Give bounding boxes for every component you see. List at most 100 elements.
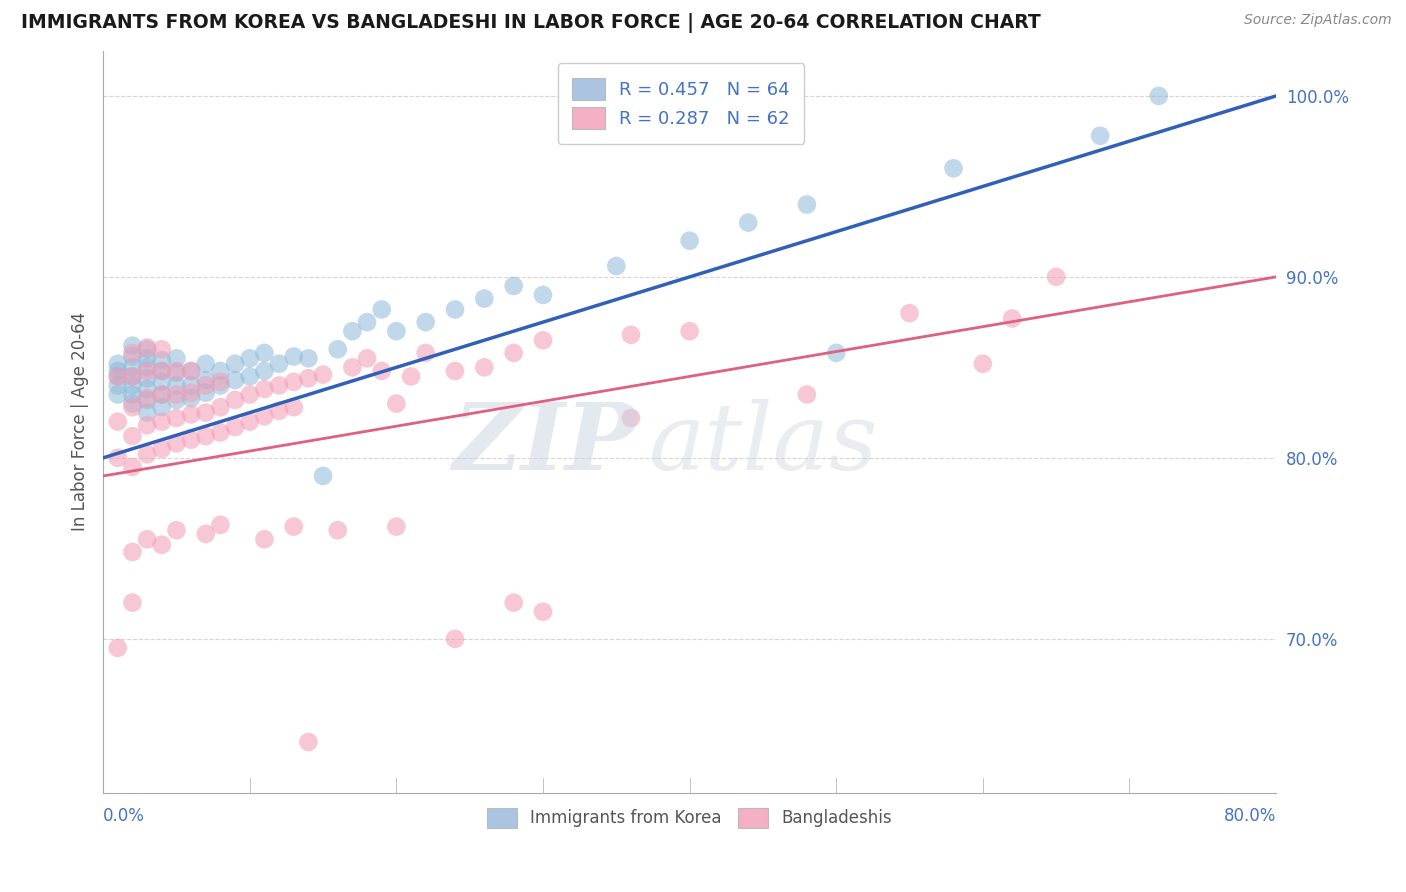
Point: [267, 378, 290, 392]
Point: [165, 523, 187, 537]
Point: [253, 364, 276, 378]
Point: [239, 351, 262, 366]
Point: [415, 315, 437, 329]
Point: [136, 343, 159, 357]
Point: [385, 519, 408, 533]
Point: [312, 469, 335, 483]
Point: [150, 442, 173, 456]
Point: [136, 533, 159, 547]
Point: [796, 387, 818, 401]
Point: [224, 357, 246, 371]
Point: [150, 353, 173, 368]
Point: [165, 436, 187, 450]
Point: [472, 292, 495, 306]
Point: [165, 387, 187, 401]
Point: [370, 364, 392, 378]
Point: [239, 369, 262, 384]
Point: [267, 404, 290, 418]
Point: [121, 387, 143, 401]
Legend: Immigrants from Korea, Bangladeshis: Immigrants from Korea, Bangladeshis: [478, 799, 901, 837]
Point: [502, 279, 524, 293]
Point: [136, 351, 159, 366]
Point: [342, 360, 364, 375]
Point: [356, 315, 378, 329]
Text: Source: ZipAtlas.com: Source: ZipAtlas.com: [1244, 13, 1392, 28]
Point: [531, 333, 554, 347]
Point: [283, 350, 305, 364]
Point: [737, 216, 759, 230]
Point: [121, 369, 143, 384]
Point: [224, 373, 246, 387]
Point: [165, 378, 187, 392]
Point: [136, 360, 159, 375]
Point: [121, 346, 143, 360]
Point: [150, 375, 173, 389]
Point: [150, 538, 173, 552]
Point: [224, 420, 246, 434]
Point: [107, 640, 129, 655]
Point: [620, 411, 643, 425]
Point: [253, 533, 276, 547]
Point: [239, 415, 262, 429]
Point: [136, 392, 159, 407]
Point: [678, 324, 700, 338]
Point: [502, 346, 524, 360]
Point: [326, 523, 349, 537]
Point: [107, 387, 129, 401]
Point: [121, 339, 143, 353]
Point: [356, 351, 378, 366]
Point: [620, 327, 643, 342]
Point: [150, 387, 173, 401]
Point: [194, 378, 217, 392]
Point: [107, 369, 129, 384]
Point: [150, 400, 173, 414]
Point: [150, 343, 173, 357]
Y-axis label: In Labor Force | Age 20-64: In Labor Force | Age 20-64: [72, 312, 89, 532]
Point: [121, 429, 143, 443]
Point: [1088, 128, 1111, 143]
Point: [297, 735, 319, 749]
Point: [253, 409, 276, 424]
Point: [502, 596, 524, 610]
Point: [165, 351, 187, 366]
Text: atlas: atlas: [648, 399, 879, 489]
Point: [107, 357, 129, 371]
Point: [531, 288, 554, 302]
Point: [283, 400, 305, 414]
Point: [209, 400, 232, 414]
Point: [415, 346, 437, 360]
Point: [165, 392, 187, 407]
Point: [165, 411, 187, 425]
Point: [297, 371, 319, 385]
Point: [239, 387, 262, 401]
Point: [194, 385, 217, 400]
Point: [209, 378, 232, 392]
Point: [283, 375, 305, 389]
Text: 80.0%: 80.0%: [1223, 807, 1277, 825]
Point: [942, 161, 965, 176]
Point: [150, 364, 173, 378]
Point: [107, 450, 129, 465]
Point: [825, 346, 848, 360]
Point: [180, 364, 202, 378]
Point: [121, 360, 143, 375]
Point: [107, 415, 129, 429]
Point: [136, 406, 159, 420]
Point: [209, 425, 232, 440]
Point: [312, 368, 335, 382]
Point: [444, 302, 467, 317]
Point: [678, 234, 700, 248]
Point: [253, 382, 276, 396]
Point: [121, 396, 143, 410]
Point: [1147, 89, 1170, 103]
Point: [1001, 311, 1024, 326]
Point: [180, 378, 202, 392]
Point: [121, 369, 143, 384]
Point: [150, 387, 173, 401]
Point: [224, 392, 246, 407]
Point: [385, 324, 408, 338]
Point: [121, 350, 143, 364]
Point: [194, 373, 217, 387]
Point: [180, 385, 202, 400]
Point: [121, 545, 143, 559]
